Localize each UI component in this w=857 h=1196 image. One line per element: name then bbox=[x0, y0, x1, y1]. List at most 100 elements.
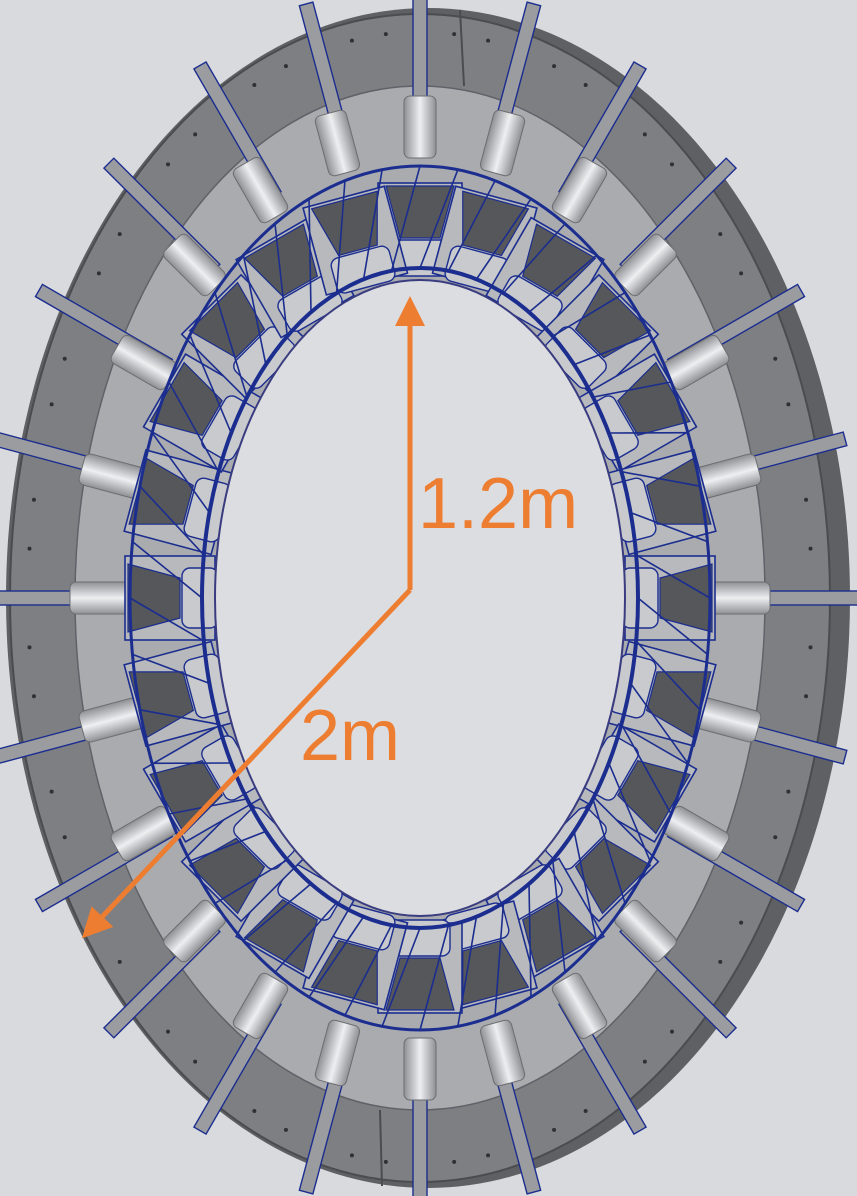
rim-bolt-hole bbox=[739, 920, 744, 925]
pmt-coil bbox=[163, 233, 226, 297]
rim-bolt-hole bbox=[718, 959, 723, 964]
frame-strut bbox=[335, 180, 346, 294]
frame-strut bbox=[637, 597, 709, 656]
frame-strut bbox=[139, 709, 219, 726]
frame-strut bbox=[242, 883, 312, 942]
rim-bolt-hole bbox=[808, 645, 813, 650]
rim-bolt-hole bbox=[773, 835, 778, 840]
rim-bolt-hole bbox=[31, 497, 36, 502]
rim-bolt-hole bbox=[252, 83, 257, 88]
rim-bolt-hole bbox=[669, 1029, 674, 1034]
frame-strut bbox=[635, 554, 711, 599]
rim-bolt-hole bbox=[49, 789, 54, 794]
pmt-coil bbox=[479, 109, 526, 177]
pmt-coil bbox=[232, 972, 289, 1040]
frame-strut bbox=[528, 254, 598, 313]
rim-bolt-hole bbox=[642, 1059, 647, 1064]
frame-strut bbox=[475, 198, 532, 280]
rim-bolt-hole bbox=[349, 1153, 354, 1158]
rim-bolt-hole bbox=[27, 546, 32, 551]
frame-strut bbox=[308, 198, 312, 313]
frame-strut bbox=[457, 916, 478, 1027]
frame-strut bbox=[308, 916, 365, 998]
ring-seam-bottom bbox=[379, 1109, 383, 1187]
frame-strut bbox=[131, 540, 203, 599]
rim-bolt-hole bbox=[804, 497, 809, 502]
detector-module bbox=[124, 555, 219, 641]
rim-bolt-hole bbox=[739, 271, 744, 276]
frame-strut bbox=[129, 597, 205, 642]
rim-bolt-hole bbox=[773, 356, 778, 361]
frame-strut bbox=[362, 169, 383, 280]
frame-strut bbox=[621, 470, 701, 487]
frame-strut bbox=[381, 927, 421, 1027]
rim-bolt-hole bbox=[62, 835, 67, 840]
rim-bolt-hole bbox=[283, 1127, 288, 1132]
pmt-coil bbox=[614, 899, 677, 963]
rim-bolt-hole bbox=[486, 1153, 491, 1158]
rim-bolt-hole bbox=[452, 1159, 457, 1164]
pmt-coil bbox=[163, 899, 226, 963]
frame-strut bbox=[502, 223, 566, 294]
outer-radius-arrow bbox=[81, 588, 412, 939]
pmt-coil bbox=[314, 1019, 361, 1087]
frame-strut bbox=[189, 334, 232, 434]
frame-strut bbox=[344, 924, 393, 1016]
dimension-annotations bbox=[81, 296, 425, 939]
frame-strut bbox=[139, 485, 205, 556]
pmt-coil bbox=[479, 1019, 526, 1087]
frame-strut bbox=[168, 381, 220, 473]
pmt-coil bbox=[551, 972, 608, 1040]
frame-strut bbox=[573, 831, 598, 941]
rim-bolt-hole bbox=[383, 1159, 388, 1164]
frame-strut bbox=[242, 255, 267, 365]
central-bore bbox=[214, 279, 626, 917]
frame-strut bbox=[214, 292, 248, 398]
pmt-coil bbox=[707, 581, 771, 615]
frame-strut bbox=[390, 165, 421, 272]
frame-strut bbox=[274, 223, 289, 337]
pmt-coil bbox=[403, 1037, 437, 1101]
rim-bolt-hole bbox=[117, 959, 122, 964]
rim-bolt-hole bbox=[486, 38, 491, 43]
rim-bolt-hole bbox=[808, 546, 813, 551]
rim-bolt-hole bbox=[166, 1029, 171, 1034]
ring-seam-top bbox=[459, 9, 465, 87]
rim-bolt-hole bbox=[583, 83, 588, 88]
rim-bolt-hole bbox=[552, 1127, 557, 1132]
rim-bolt-hole bbox=[166, 162, 171, 167]
frame-strut bbox=[608, 762, 651, 862]
rim-bolt-hole bbox=[786, 789, 791, 794]
frame-strut bbox=[630, 511, 708, 543]
inner-radius-label: 1.2m bbox=[418, 464, 579, 544]
rim-bolt-hole bbox=[283, 64, 288, 69]
rim-bolt-hole bbox=[252, 1108, 257, 1113]
rim-bolt-hole bbox=[27, 645, 32, 650]
rim-bolt-hole bbox=[669, 162, 674, 167]
frame-strut bbox=[552, 291, 626, 337]
frame-strut bbox=[151, 432, 211, 514]
detector-module bbox=[302, 185, 409, 296]
rim-bolt-hole bbox=[786, 402, 791, 407]
rim-bolt-hole bbox=[117, 232, 122, 237]
frame-strut bbox=[629, 682, 689, 764]
frame-strut bbox=[528, 883, 532, 998]
frame-strut bbox=[189, 830, 267, 862]
rim-bolt-hole bbox=[193, 1059, 198, 1064]
blue-support-frame bbox=[128, 164, 712, 1032]
rim-bolt-hole bbox=[62, 356, 67, 361]
frame-strut bbox=[494, 902, 505, 1016]
frame-strut bbox=[419, 169, 459, 269]
rim-bolt-hole bbox=[193, 132, 198, 137]
rim-bolt-hole bbox=[31, 694, 36, 699]
pmt-coil bbox=[314, 109, 361, 177]
frame-strut bbox=[274, 902, 338, 973]
frame-strut bbox=[592, 798, 626, 904]
frame-strut bbox=[635, 640, 701, 711]
outer-radius-label: 2m bbox=[300, 696, 401, 776]
pmt-coil bbox=[69, 581, 133, 615]
rim-bolt-hole bbox=[642, 132, 647, 137]
frame-strut bbox=[447, 180, 496, 272]
